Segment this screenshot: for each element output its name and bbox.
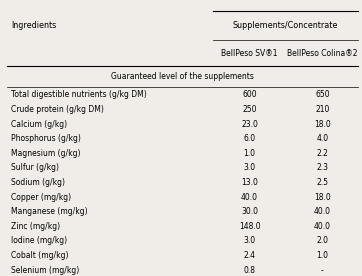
Text: Crude protein (g/kg DM): Crude protein (g/kg DM) — [11, 105, 104, 114]
Text: 3.0: 3.0 — [244, 237, 256, 245]
Text: Phosphorus (g/kg): Phosphorus (g/kg) — [11, 134, 81, 143]
Text: Supplements/Concentrate: Supplements/Concentrate — [233, 21, 338, 30]
Text: 40.0: 40.0 — [314, 207, 331, 216]
Text: BellPeso SV®1: BellPeso SV®1 — [221, 49, 278, 58]
Text: 2.2: 2.2 — [316, 149, 328, 158]
Text: Zinc (mg/kg): Zinc (mg/kg) — [11, 222, 60, 231]
Text: Ingredients: Ingredients — [11, 21, 56, 30]
Text: 2.5: 2.5 — [316, 178, 328, 187]
Text: 1.0: 1.0 — [244, 149, 256, 158]
Text: 40.0: 40.0 — [241, 193, 258, 202]
Text: Calcium (g/kg): Calcium (g/kg) — [11, 120, 67, 129]
Text: BellPeso Colina®2: BellPeso Colina®2 — [287, 49, 358, 58]
Text: Selenium (mg/kg): Selenium (mg/kg) — [11, 266, 79, 275]
Text: Manganese (mg/kg): Manganese (mg/kg) — [11, 207, 87, 216]
Text: 4.0: 4.0 — [316, 134, 328, 143]
Text: 1.0: 1.0 — [316, 251, 328, 260]
Text: Total digestible nutrients (g/kg DM): Total digestible nutrients (g/kg DM) — [11, 91, 147, 99]
Text: Magnesium (g/kg): Magnesium (g/kg) — [11, 149, 80, 158]
Text: 40.0: 40.0 — [314, 222, 331, 231]
Text: Cobalt (mg/kg): Cobalt (mg/kg) — [11, 251, 68, 260]
Text: 210: 210 — [315, 105, 329, 114]
Text: 148.0: 148.0 — [239, 222, 260, 231]
Text: Copper (mg/kg): Copper (mg/kg) — [11, 193, 71, 202]
Text: Sodium (g/kg): Sodium (g/kg) — [11, 178, 65, 187]
Text: 18.0: 18.0 — [314, 193, 331, 202]
Text: Iodine (mg/kg): Iodine (mg/kg) — [11, 237, 67, 245]
Text: 13.0: 13.0 — [241, 178, 258, 187]
Text: 6.0: 6.0 — [244, 134, 256, 143]
Text: -: - — [321, 266, 324, 275]
Text: 0.8: 0.8 — [244, 266, 256, 275]
Text: 2.0: 2.0 — [316, 237, 328, 245]
Text: 30.0: 30.0 — [241, 207, 258, 216]
Text: 2.4: 2.4 — [244, 251, 256, 260]
Text: 23.0: 23.0 — [241, 120, 258, 129]
Text: 3.0: 3.0 — [244, 163, 256, 172]
Text: Sulfur (g/kg): Sulfur (g/kg) — [11, 163, 59, 172]
Text: Guaranteed level of the supplements: Guaranteed level of the supplements — [111, 72, 254, 81]
Text: 600: 600 — [242, 91, 257, 99]
Text: 650: 650 — [315, 91, 330, 99]
Text: 250: 250 — [242, 105, 257, 114]
Text: 2.3: 2.3 — [316, 163, 328, 172]
Text: 18.0: 18.0 — [314, 120, 331, 129]
